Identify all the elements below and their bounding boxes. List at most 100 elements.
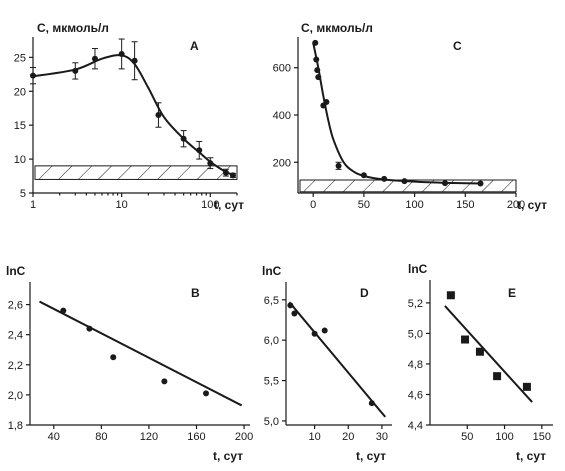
panel-label: A <box>190 39 199 53</box>
data-point <box>335 162 342 169</box>
panel-b: lnC t, сут B 40 80 120 160 200 1,8 2,0 2,2 2,4 2,… <box>6 264 253 463</box>
data-point <box>522 382 531 391</box>
data-point <box>155 112 162 118</box>
tick-group: 10 20 30 5,0 5,5 6,0 6,5 <box>264 295 388 443</box>
data-point <box>161 378 168 385</box>
y-tick-label: 5,2 <box>408 298 423 310</box>
y-tick-label: 2,0 <box>8 390 23 402</box>
x-tick-label: 200 <box>507 199 525 211</box>
data-point <box>315 74 322 81</box>
marks-group <box>287 301 387 418</box>
marks-group <box>299 39 517 193</box>
data-point <box>110 354 117 361</box>
x-tick-label: 1 <box>30 199 36 211</box>
fit-line <box>288 301 387 418</box>
data-point <box>72 67 79 74</box>
data-point <box>91 55 98 62</box>
y-tick-label: 5,0 <box>264 416 279 428</box>
panel-label: D <box>360 286 369 300</box>
panel-label: C <box>453 39 462 53</box>
x-tick-label: 10 <box>116 199 128 211</box>
x-tick-label: 40 <box>48 431 60 443</box>
y-tick-label: 1,8 <box>8 420 23 432</box>
panel-label: E <box>508 286 516 300</box>
data-point <box>180 135 187 142</box>
x-tick-label: 120 <box>140 431 158 443</box>
x-tick-label: 100 <box>495 431 513 443</box>
detection-limit-band <box>299 179 517 193</box>
y-tick-label: 25 <box>14 52 26 64</box>
panel-e: lnC t, сут E 50 100 150 4,4 4,6 4,8 5,0 5,2 <box>408 262 553 463</box>
y-axis-label: C, мкмоль/л <box>301 21 373 35</box>
data-point <box>291 310 298 317</box>
data-point <box>477 180 484 187</box>
data-point <box>321 327 328 334</box>
data-point <box>118 50 125 57</box>
y-axis-label: lnC <box>408 262 428 276</box>
data-point <box>313 56 320 63</box>
data-point <box>196 147 203 154</box>
data-point <box>30 72 36 79</box>
data-point <box>203 390 209 397</box>
y-tick-label: 5 <box>20 188 26 200</box>
y-tick-label: 4,4 <box>408 420 423 432</box>
data-point <box>86 325 93 332</box>
panel-label: B <box>191 286 200 300</box>
x-tick-label: 20 <box>342 431 354 443</box>
x-axis-label: t, сут <box>517 198 547 212</box>
data-point <box>311 330 318 337</box>
detection-limit-band <box>34 165 238 180</box>
x-tick-label: 50 <box>461 431 473 443</box>
x-axis-label: t, сут <box>356 449 386 463</box>
fit-curve <box>32 54 236 177</box>
marks-group <box>30 38 238 180</box>
x-axis-label: t, сут <box>516 449 546 463</box>
y-tick-label: 2,6 <box>8 300 23 312</box>
x-tick-label: 100 <box>201 199 219 211</box>
data-point <box>381 175 388 182</box>
y-axis-label: lnC <box>262 264 282 278</box>
y-tick-label: 400 <box>273 110 291 122</box>
fit-line <box>39 300 243 407</box>
data-point <box>368 400 375 407</box>
y-tick-label: 4,8 <box>408 359 423 371</box>
fit-line <box>444 305 533 403</box>
data-point <box>442 180 449 187</box>
data-point <box>287 302 294 309</box>
data-point <box>229 172 236 179</box>
x-tick-label: 50 <box>358 199 370 211</box>
data-point <box>60 307 67 314</box>
y-tick-label: 6,5 <box>264 295 279 307</box>
data-point <box>461 335 470 344</box>
y-tick-label: 4,6 <box>408 389 423 401</box>
y-tick-label: 10 <box>14 154 26 166</box>
x-tick-label: 150 <box>456 199 474 211</box>
data-point <box>446 291 455 300</box>
x-axis-label: t, сут <box>213 449 243 463</box>
x-tick-label: 30 <box>376 431 388 443</box>
data-point <box>207 160 214 167</box>
y-tick-label: 200 <box>273 157 291 169</box>
y-tick-label: 2,4 <box>8 330 23 342</box>
x-tick-label: 150 <box>533 431 551 443</box>
data-point <box>314 67 321 74</box>
y-tick-label: 5,0 <box>408 328 423 340</box>
x-tick-label: 0 <box>310 199 316 211</box>
y-axis-label: lnC <box>6 264 26 278</box>
data-point <box>312 39 319 46</box>
data-point <box>493 372 502 381</box>
y-tick-label: 20 <box>14 86 26 98</box>
tick-group: 0 50 100 150 200 200 400 600 <box>273 63 526 211</box>
marks-group <box>444 291 533 403</box>
x-tick-label: 100 <box>405 199 423 211</box>
data-point <box>475 347 484 356</box>
data-point <box>222 169 229 176</box>
x-tick-label: 80 <box>95 431 107 443</box>
y-axis-label: C, мкмоль/л <box>37 21 109 35</box>
tick-group: 1 10 100 5 10 15 20 25 <box>14 52 238 211</box>
panel-c: C, мкмоль/л t, сут C 0 50 100 150 200 200 400 6… <box>273 21 548 212</box>
panel-d: lnC t, сут D 10 20 30 5,0 5,5 6,0 6,5 <box>262 264 392 463</box>
y-tick-label: 15 <box>14 120 26 132</box>
tick-group: 40 80 120 160 200 1,8 2,0 2,2 2,4 2,6 <box>8 300 254 443</box>
x-tick-label: 160 <box>187 431 205 443</box>
